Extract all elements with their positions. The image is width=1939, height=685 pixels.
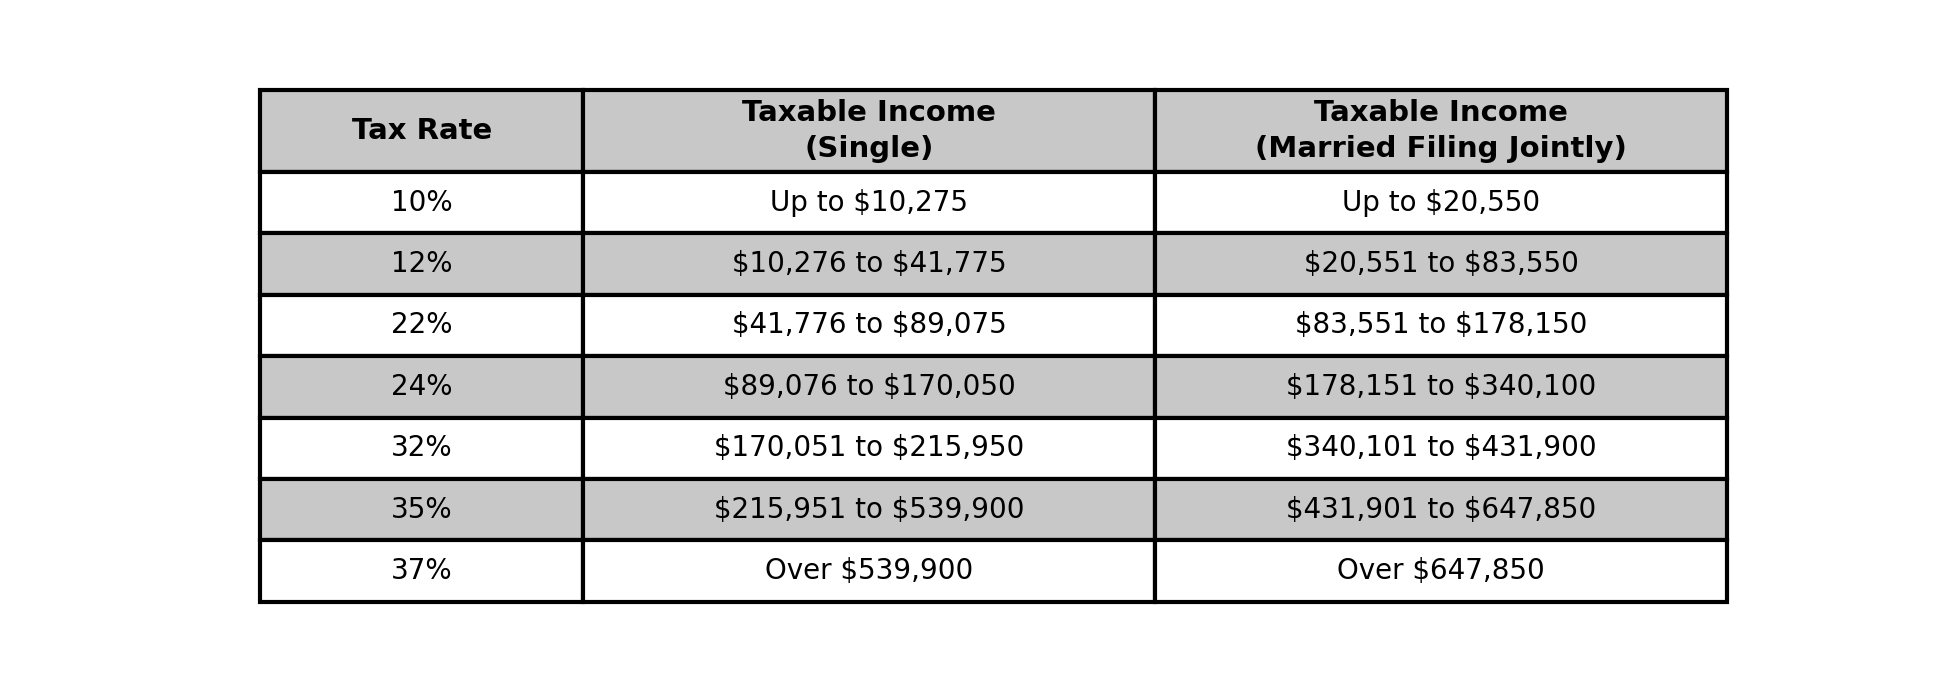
- Text: 35%: 35%: [392, 496, 452, 523]
- Text: 22%: 22%: [392, 312, 452, 340]
- Text: 12%: 12%: [392, 250, 452, 278]
- Bar: [1156, 90, 1728, 172]
- Bar: [584, 356, 1156, 418]
- Text: $89,076 to $170,050: $89,076 to $170,050: [723, 373, 1016, 401]
- Text: 37%: 37%: [392, 557, 452, 585]
- Text: $10,276 to $41,775: $10,276 to $41,775: [731, 250, 1006, 278]
- Bar: [584, 234, 1156, 295]
- Text: Over $647,850: Over $647,850: [1338, 557, 1545, 585]
- Bar: [1156, 356, 1728, 418]
- Bar: [584, 172, 1156, 234]
- Bar: [1156, 234, 1728, 295]
- Text: $170,051 to $215,950: $170,051 to $215,950: [714, 434, 1024, 462]
- Bar: [1156, 479, 1728, 540]
- Text: Over $539,900: Over $539,900: [766, 557, 973, 585]
- Text: Up to $10,275: Up to $10,275: [770, 188, 968, 216]
- Text: Taxable Income
(Single): Taxable Income (Single): [743, 99, 997, 163]
- Bar: [260, 234, 584, 295]
- Bar: [584, 540, 1156, 601]
- Text: Taxable Income
(Married Filing Jointly): Taxable Income (Married Filing Jointly): [1255, 99, 1627, 163]
- Bar: [1156, 540, 1728, 601]
- Bar: [260, 479, 584, 540]
- Bar: [260, 295, 584, 356]
- Bar: [1156, 172, 1728, 234]
- Text: Tax Rate: Tax Rate: [351, 117, 493, 145]
- Bar: [1156, 418, 1728, 479]
- Text: $41,776 to $89,075: $41,776 to $89,075: [731, 312, 1006, 340]
- Bar: [260, 172, 584, 234]
- Text: $340,101 to $431,900: $340,101 to $431,900: [1286, 434, 1596, 462]
- Text: $83,551 to $178,150: $83,551 to $178,150: [1295, 312, 1588, 340]
- Text: 32%: 32%: [392, 434, 452, 462]
- Text: $431,901 to $647,850: $431,901 to $647,850: [1286, 496, 1596, 523]
- Bar: [584, 295, 1156, 356]
- Text: $215,951 to $539,900: $215,951 to $539,900: [714, 496, 1024, 523]
- Text: Up to $20,550: Up to $20,550: [1342, 188, 1540, 216]
- Bar: [584, 418, 1156, 479]
- Bar: [1156, 295, 1728, 356]
- Bar: [584, 479, 1156, 540]
- Bar: [584, 90, 1156, 172]
- Bar: [260, 356, 584, 418]
- Text: $20,551 to $83,550: $20,551 to $83,550: [1303, 250, 1578, 278]
- Bar: [260, 540, 584, 601]
- Text: 10%: 10%: [392, 188, 452, 216]
- Text: 24%: 24%: [392, 373, 452, 401]
- Bar: [260, 418, 584, 479]
- Bar: [260, 90, 584, 172]
- Text: $178,151 to $340,100: $178,151 to $340,100: [1286, 373, 1596, 401]
